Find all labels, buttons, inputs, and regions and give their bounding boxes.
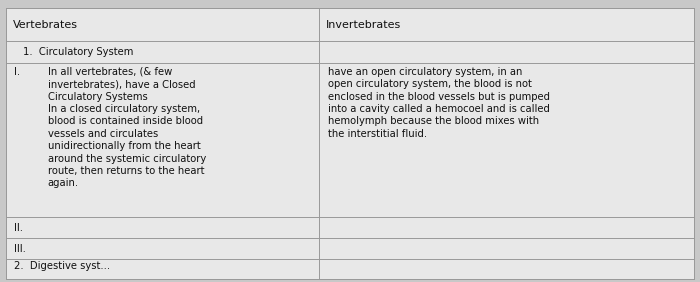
Text: III.: III. — [14, 244, 26, 254]
Text: 2.  Digestive syst...: 2. Digestive syst... — [14, 261, 110, 271]
Text: I.: I. — [14, 67, 20, 77]
Text: have an open circulatory system, in an
open circulatory system, the blood is not: have an open circulatory system, in an o… — [328, 67, 550, 139]
Text: II.: II. — [14, 223, 23, 233]
Text: In all vertebrates, (& few
invertebrates), have a Closed
Circulatory Systems
In : In all vertebrates, (& few invertebrates… — [48, 67, 206, 188]
Text: 1.  Circulatory System: 1. Circulatory System — [23, 47, 134, 57]
Text: Vertebrates: Vertebrates — [13, 20, 78, 30]
Text: Invertebrates: Invertebrates — [326, 20, 402, 30]
